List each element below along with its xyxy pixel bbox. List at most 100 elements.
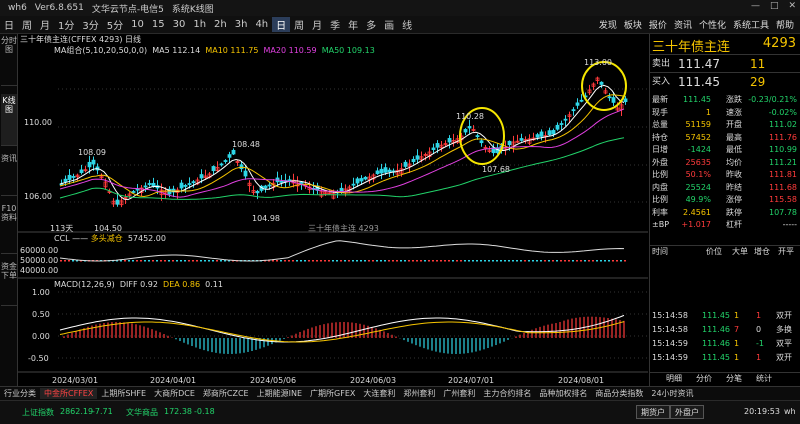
- ccl-bar: [588, 260, 590, 262]
- period-button[interactable]: 5分: [106, 21, 124, 32]
- ccl-bar: [400, 260, 402, 262]
- date-label-4: 2024/06/03: [350, 376, 397, 385]
- period-button[interactable]: 15: [151, 19, 165, 30]
- exchange-tab[interactable]: 郑州套利: [403, 389, 436, 398]
- tab-f10[interactable]: F10资料: [1, 202, 17, 254]
- ccl-bar: [288, 260, 290, 262]
- ccl-bar: [184, 260, 186, 262]
- futures-account-button[interactable]: 期货户: [636, 405, 670, 419]
- candle-body: [227, 154, 232, 158]
- menu-kline[interactable]: 系统K线图: [171, 4, 214, 15]
- outer-account-button[interactable]: 外盘户: [670, 405, 704, 419]
- ccl-bar: [156, 260, 158, 262]
- period-button[interactable]: 日: [272, 17, 291, 32]
- period-button[interactable]: 画: [384, 21, 395, 32]
- period-button[interactable]: 周: [294, 21, 305, 32]
- period-button[interactable]: 日: [4, 21, 14, 32]
- period-button[interactable]: 10: [131, 19, 144, 30]
- period-button[interactable]: 2h: [214, 19, 227, 30]
- sell-row[interactable]: 卖出 111.47 11: [650, 54, 800, 72]
- buy-row[interactable]: 买入 111.45 29: [650, 72, 800, 90]
- period-button[interactable]: 月: [40, 21, 50, 32]
- ccl-bar: [480, 260, 482, 262]
- candle-body: [199, 174, 204, 179]
- trade-row: 15:14:58 111.45 1 1 双开: [652, 311, 792, 320]
- candle-body: [571, 109, 576, 112]
- candle-body: [355, 178, 360, 184]
- stat-row: 外盘 25635 均价 111.21: [652, 157, 797, 167]
- top-menu-item[interactable]: 系统工具: [732, 21, 769, 31]
- candle-body: [547, 130, 552, 136]
- period-button[interactable]: 4h: [255, 19, 269, 30]
- candle-body: [527, 138, 532, 144]
- kline-chart[interactable]: 三十年债主连(CFFEX 4293) 日线 MA组合(5,10,20,50,0,…: [18, 34, 648, 386]
- exchange-tab[interactable]: 品种加权排名: [539, 389, 588, 398]
- candle-body: [619, 104, 624, 110]
- tab-news[interactable]: 资讯: [1, 152, 17, 196]
- candle-body: [123, 197, 128, 199]
- top-menu-item[interactable]: 资讯: [673, 21, 692, 31]
- ccl-bar: [420, 260, 422, 262]
- period-button[interactable]: 周: [22, 21, 32, 32]
- exchange-tab[interactable]: 行业分类: [4, 389, 36, 398]
- candle-body: [427, 151, 432, 158]
- menu-node[interactable]: 文华云节点-电信5: [91, 4, 164, 15]
- ccl-bar: [296, 260, 298, 262]
- period-button[interactable]: 1分: [58, 21, 75, 32]
- top-menu-item[interactable]: 报价: [648, 21, 667, 31]
- exchange-tab[interactable]: 郑商所CZCE: [202, 389, 249, 398]
- top-menu-item[interactable]: 发现: [598, 21, 617, 31]
- ccl-bar: [548, 260, 550, 262]
- candle-body: [611, 97, 616, 103]
- exchange-tab[interactable]: 24小时资讯: [651, 389, 694, 398]
- exchange-tab[interactable]: 中金所CFFEX: [40, 388, 98, 399]
- high-label-3: 110.28: [456, 112, 484, 121]
- tab-trade[interactable]: 资金下单: [1, 260, 17, 306]
- index1-name: 上证指数: [22, 408, 54, 417]
- stat-row: 内盘 25524 昨结 111.68: [652, 182, 797, 192]
- candle-body: [75, 174, 80, 178]
- ccl-bar: [564, 260, 566, 262]
- candle-body: [471, 128, 476, 131]
- period-button[interactable]: 年: [348, 21, 359, 32]
- ccl-bar: [476, 260, 478, 262]
- candle-body: [383, 167, 388, 173]
- clock: 20:19:53: [744, 407, 780, 416]
- maximize-icon[interactable]: □: [769, 1, 779, 11]
- period-button[interactable]: 3h: [234, 19, 248, 30]
- period-button[interactable]: 30: [172, 19, 186, 30]
- exchange-tab[interactable]: 商品分类指数: [595, 389, 644, 398]
- price-tick-106: 106.00: [24, 192, 52, 201]
- period-button[interactable]: 多: [366, 21, 377, 32]
- ccl-bar: [468, 260, 470, 262]
- exchange-tab[interactable]: 大连套利: [363, 389, 396, 398]
- period-button[interactable]: 3分: [82, 21, 99, 32]
- top-menu-item[interactable]: 个性化: [698, 21, 726, 31]
- panel-bottom-tabs: 明细 分价 分笔 统计: [650, 372, 800, 384]
- tab-kline[interactable]: K线图: [1, 94, 17, 146]
- period-button[interactable]: 线: [402, 21, 413, 32]
- tab-tick[interactable]: 分笔: [726, 374, 742, 383]
- candle-body: [83, 169, 88, 172]
- exchange-tab[interactable]: 大商所DCE: [154, 389, 195, 398]
- index1-value: 2862.19: [60, 407, 94, 416]
- candle-body: [231, 149, 236, 155]
- ccl-bar: [608, 260, 610, 262]
- exchange-tab[interactable]: 广期所GFEX: [310, 389, 356, 398]
- close-icon[interactable]: ✕: [788, 1, 796, 11]
- period-button[interactable]: 1h: [193, 19, 207, 30]
- exchange-tab[interactable]: 上期所SHFE: [101, 389, 147, 398]
- top-menu-item[interactable]: 帮助: [775, 21, 794, 31]
- period-button[interactable]: 季: [330, 21, 341, 32]
- stat-row: 现手 1 速涨 -0.02%: [652, 107, 797, 117]
- tab-timeshare[interactable]: 分时图: [1, 34, 17, 86]
- tab-price[interactable]: 分价: [696, 374, 712, 383]
- period-button[interactable]: 月: [312, 21, 323, 32]
- exchange-tab[interactable]: 广州套利: [443, 389, 476, 398]
- exchange-tab[interactable]: 主力合约排名: [483, 389, 532, 398]
- top-menu-item[interactable]: 板块: [623, 21, 642, 31]
- tab-stats[interactable]: 统计: [756, 374, 772, 383]
- tab-detail[interactable]: 明细: [666, 374, 682, 383]
- minimize-icon[interactable]: —: [750, 1, 760, 11]
- exchange-tab[interactable]: 上期能源INE: [256, 389, 303, 398]
